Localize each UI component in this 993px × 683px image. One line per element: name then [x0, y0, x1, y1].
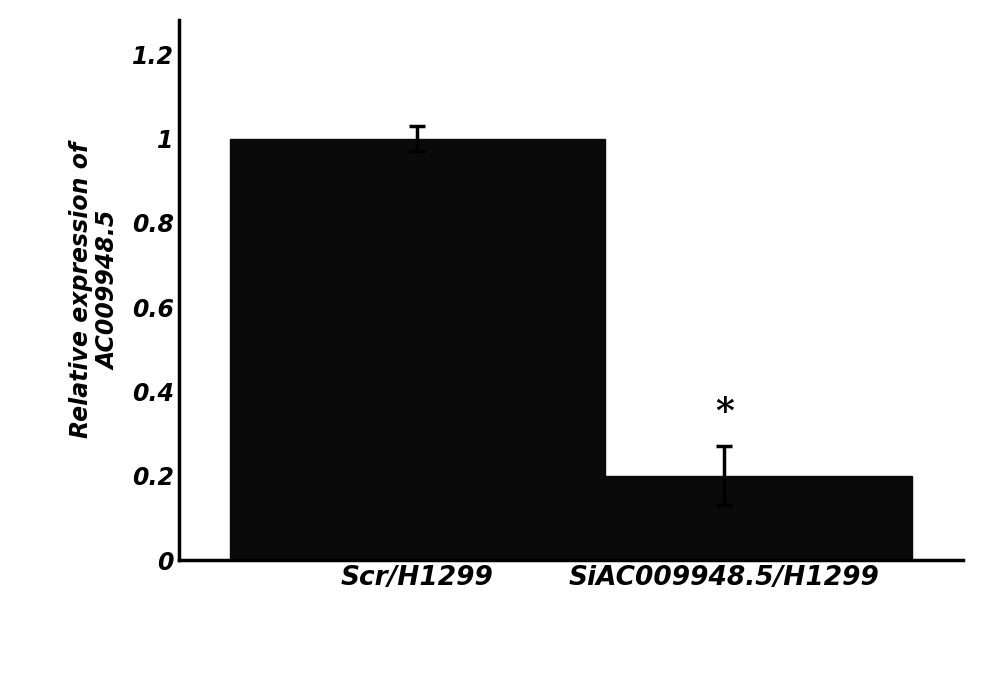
- Bar: [230, 139, 605, 560]
- Text: *: *: [715, 395, 734, 430]
- Bar: [537, 476, 912, 560]
- Y-axis label: Relative expression of
AC009948.5: Relative expression of AC009948.5: [69, 142, 121, 438]
